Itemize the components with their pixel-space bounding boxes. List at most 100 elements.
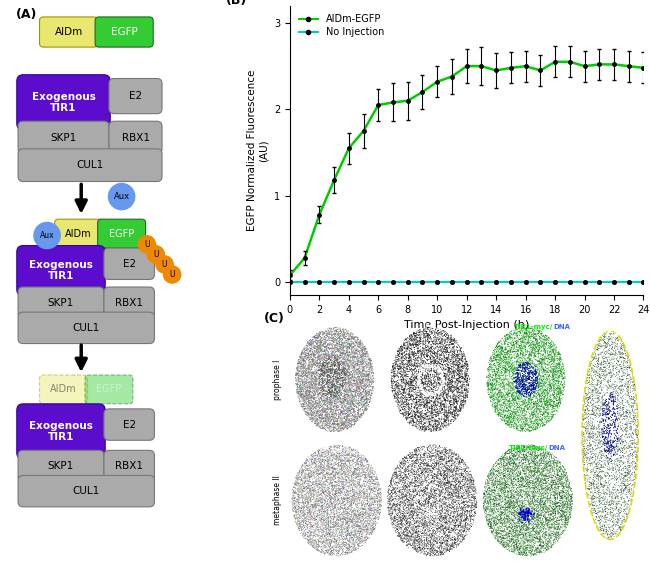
Point (308, 394, 318, 403)
Point (342, 444, 352, 453)
Point (502, 364, 512, 373)
Point (306, 487, 316, 496)
Point (335, 326, 346, 335)
Point (544, 525, 554, 534)
Point (445, 337, 456, 346)
Point (538, 492, 549, 501)
Point (319, 378, 330, 387)
Point (501, 447, 512, 456)
Point (316, 356, 326, 365)
Point (617, 398, 627, 407)
Point (292, 365, 303, 374)
Point (327, 372, 337, 381)
Point (424, 396, 435, 406)
Point (603, 346, 614, 355)
Point (328, 410, 338, 419)
Point (365, 508, 375, 517)
Point (544, 380, 554, 389)
Point (346, 516, 357, 525)
Point (548, 459, 558, 468)
Point (333, 363, 344, 372)
Point (409, 407, 419, 416)
Point (399, 505, 410, 514)
Point (412, 545, 423, 554)
Point (348, 366, 359, 375)
Point (525, 482, 535, 491)
Point (349, 333, 359, 342)
Point (428, 398, 439, 407)
Point (564, 491, 574, 500)
Point (432, 359, 442, 368)
Point (608, 363, 618, 372)
Point (485, 524, 495, 533)
Point (608, 384, 619, 393)
Point (359, 493, 370, 502)
Point (601, 440, 612, 450)
Point (591, 386, 601, 395)
Point (421, 333, 431, 342)
Point (500, 487, 511, 496)
Point (465, 470, 475, 479)
Point (447, 340, 457, 349)
Point (489, 492, 499, 501)
Point (526, 368, 536, 377)
Point (428, 337, 438, 346)
Point (539, 421, 549, 430)
Point (547, 471, 557, 480)
Point (532, 510, 542, 519)
Point (452, 360, 462, 369)
Point (531, 524, 541, 533)
Point (526, 408, 536, 417)
Point (354, 470, 364, 479)
Point (509, 481, 519, 490)
Point (616, 364, 626, 373)
Point (359, 342, 369, 351)
Point (363, 399, 373, 408)
Point (419, 489, 430, 498)
Point (440, 413, 450, 422)
Point (526, 380, 536, 389)
Point (354, 529, 365, 538)
Point (409, 465, 419, 474)
Point (432, 365, 442, 374)
Point (543, 510, 554, 519)
Point (481, 487, 491, 496)
Point (495, 494, 505, 503)
Point (292, 383, 302, 392)
Point (440, 512, 450, 521)
Point (300, 408, 311, 417)
Point (620, 437, 630, 446)
Point (422, 398, 433, 407)
Point (515, 346, 526, 355)
Point (499, 515, 509, 524)
Point (551, 399, 562, 408)
Point (333, 345, 344, 354)
Point (498, 536, 508, 545)
Point (595, 398, 605, 407)
Point (291, 481, 302, 490)
Point (579, 396, 590, 405)
Point (484, 362, 495, 371)
Point (525, 492, 536, 501)
Point (525, 359, 535, 368)
Point (543, 545, 553, 554)
Point (322, 491, 332, 500)
Point (324, 537, 335, 547)
Point (567, 500, 577, 509)
Point (498, 472, 508, 481)
Point (535, 365, 545, 374)
Point (339, 331, 350, 340)
Point (337, 503, 348, 512)
Point (406, 332, 417, 341)
Point (406, 402, 417, 411)
Point (327, 386, 337, 395)
Point (297, 487, 307, 496)
Point (450, 536, 461, 545)
Point (446, 504, 456, 513)
Point (352, 334, 363, 343)
Point (350, 341, 361, 350)
Point (541, 501, 551, 510)
Point (526, 362, 537, 371)
Point (433, 395, 443, 404)
Point (419, 380, 429, 389)
